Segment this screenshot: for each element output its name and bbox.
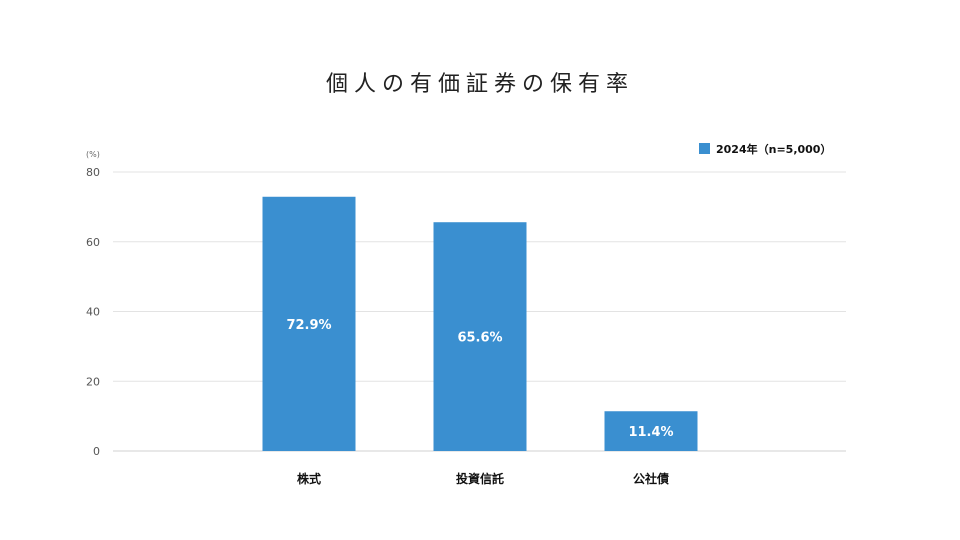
x-axis-categories: 株式 投資信託 公社債 bbox=[297, 471, 669, 486]
y-tick-label: 40 bbox=[86, 306, 100, 319]
legend: 2024年（n=5,000） bbox=[699, 142, 831, 156]
bar-value-label: 72.9% bbox=[286, 318, 331, 333]
bars bbox=[262, 196, 698, 451]
bar bbox=[604, 411, 698, 451]
y-tick-label: 80 bbox=[86, 166, 100, 179]
y-tick-label: 0 bbox=[93, 445, 100, 458]
bar bbox=[433, 222, 527, 451]
legend-label: 2024年（n=5,000） bbox=[716, 142, 831, 156]
chart-title: 個人の有価証券の保有率 bbox=[326, 72, 634, 97]
y-axis-unit: (%) bbox=[86, 150, 100, 159]
category-label: 投資信託 bbox=[456, 471, 504, 486]
bar-value-label: 65.6% bbox=[457, 331, 502, 346]
legend-swatch bbox=[699, 143, 710, 154]
category-label: 公社債 bbox=[633, 471, 669, 486]
bar bbox=[262, 196, 356, 451]
y-tick-label: 60 bbox=[86, 236, 100, 249]
bar-value-label: 11.4% bbox=[628, 425, 673, 440]
y-tick-label: 20 bbox=[86, 375, 100, 388]
category-label: 株式 bbox=[297, 471, 321, 486]
data-labels: 72.9% 65.6% 11.4% bbox=[286, 318, 673, 440]
y-axis-ticks: 0 20 40 60 80 bbox=[86, 166, 100, 458]
